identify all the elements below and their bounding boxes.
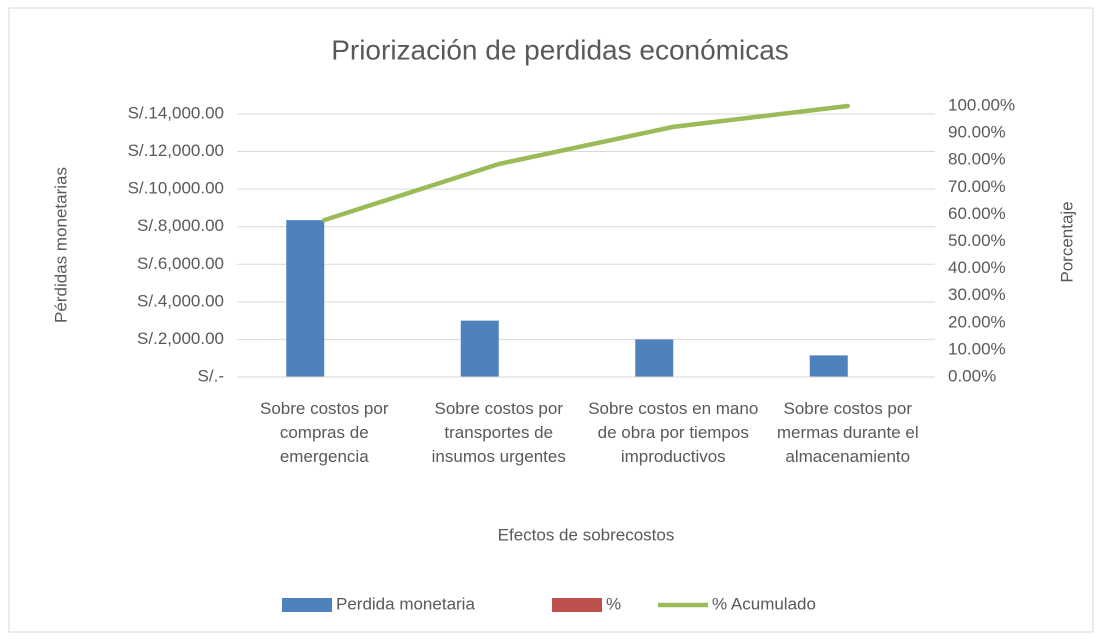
y-tick-label: S/.12,000.00: [128, 141, 224, 160]
y2-axis-title: Porcentaje: [1057, 201, 1076, 282]
y2-tick-label: 100.00%: [948, 95, 1015, 114]
y2-tick-label: 20.00%: [948, 312, 1006, 331]
bar: [809, 355, 848, 377]
x-tick-label: Sobre costos por transportes de insumos …: [431, 399, 566, 466]
y-axis-title: Pérdidas monetarias: [51, 167, 70, 323]
y-tick-label: S/.2,000.00: [137, 329, 224, 348]
y2-tick-label: 10.00%: [948, 339, 1006, 358]
y-tick-label: S/.8,000.00: [137, 216, 224, 235]
bar: [460, 320, 499, 377]
legend-swatch: [282, 598, 332, 612]
x-tick-label: Sobre costos por compras de emergencia: [259, 399, 389, 466]
y-tick-label: S/.6,000.00: [137, 254, 224, 273]
y2-tick-label: 90.00%: [948, 123, 1006, 142]
legend-label: % Acumulado: [712, 594, 816, 613]
x-tick-label: Sobre costos en mano de obra por tiempos…: [588, 399, 759, 466]
y2-tick-label: 60.00%: [948, 204, 1006, 223]
bar: [286, 220, 325, 377]
line: [322, 103, 850, 223]
y2-tick-label: 50.00%: [948, 231, 1006, 250]
legend-label: %: [606, 594, 621, 613]
y-tick-label: S/.10,000.00: [128, 179, 224, 198]
legend-swatch: [552, 598, 602, 612]
y2-tick-label: 30.00%: [948, 285, 1006, 304]
x-axis-title: Efectos de sobrecostos: [498, 525, 675, 544]
chart-border: [8, 7, 1094, 633]
y-tick-label: S/.-: [198, 366, 224, 385]
x-tick-label: Sobre costos por mermas durante el almac…: [776, 399, 919, 466]
bar: [635, 339, 674, 377]
y2-tick-label: 40.00%: [948, 258, 1006, 277]
y-tick-label: S/.4,000.00: [137, 291, 224, 310]
legend-label: Perdida monetaria: [336, 594, 475, 613]
chart-title: Priorización de perdidas económicas: [331, 34, 789, 65]
y2-tick-label: 80.00%: [948, 150, 1006, 169]
y2-tick-label: 0.00%: [948, 366, 996, 385]
y2-tick-label: 70.00%: [948, 177, 1006, 196]
y-tick-label: S/.14,000.00: [128, 103, 224, 122]
